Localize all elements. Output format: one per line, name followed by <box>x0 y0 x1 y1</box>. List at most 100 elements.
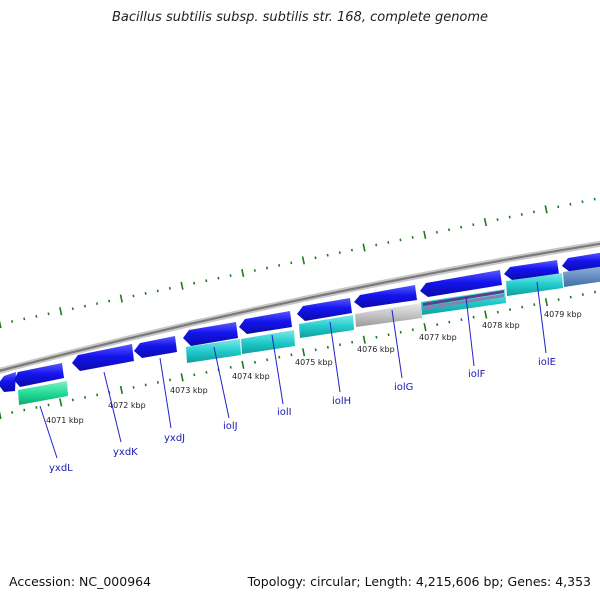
gene-arrow-next[interactable] <box>562 252 600 272</box>
gene-arrow-iolI[interactable] <box>239 311 292 334</box>
major-tick <box>544 205 548 214</box>
major-tick <box>301 256 305 265</box>
minor-tick <box>71 307 74 311</box>
gene-arrow-iolH[interactable] <box>297 298 352 321</box>
gene-label-iolE[interactable]: iolE <box>538 357 556 368</box>
minor-tick <box>229 365 232 369</box>
major-tick <box>362 243 366 252</box>
minor-tick <box>496 310 499 314</box>
minor-tick <box>447 228 451 232</box>
minor-tick <box>253 269 256 272</box>
gene-label-line <box>536 281 547 354</box>
minor-tick <box>581 200 584 204</box>
major-tick <box>423 230 427 239</box>
gene-arrow-yxdL[interactable] <box>14 363 64 387</box>
cds-stripe <box>423 294 504 310</box>
gene-label-iolH[interactable]: iolH <box>332 396 351 407</box>
gene-label-yxdK[interactable]: yxdK <box>113 447 138 458</box>
minor-tick <box>593 290 597 294</box>
genome-summary: Topology: circular; Length: 4,215,606 bp… <box>247 574 591 589</box>
cds-block-yxdL[interactable] <box>18 381 68 405</box>
minor-tick <box>375 243 378 247</box>
minor-tick <box>314 348 317 352</box>
minor-tick <box>83 396 87 399</box>
gene-label-line <box>271 334 284 405</box>
outer-tick-ring <box>0 197 596 329</box>
gene-track[interactable] <box>0 252 600 392</box>
minor-tick <box>11 320 14 323</box>
minor-tick <box>508 308 512 312</box>
minor-tick <box>47 403 50 407</box>
gene-arrow-iolE[interactable] <box>504 260 559 280</box>
minor-tick <box>496 218 499 221</box>
scale-label: 4073 kbp <box>170 386 208 395</box>
gene-arrow-iolJ[interactable] <box>183 322 238 346</box>
gene-arrow-iolG[interactable] <box>354 285 417 308</box>
minor-tick <box>96 393 99 397</box>
minor-tick <box>132 386 135 389</box>
minor-tick <box>351 340 354 344</box>
minor-tick <box>168 286 171 290</box>
gene-label-iolI[interactable]: iolI <box>277 407 292 418</box>
gene-label-line <box>159 357 172 429</box>
gene-label-line <box>391 309 403 379</box>
major-tick <box>0 320 2 329</box>
minor-tick <box>205 279 208 283</box>
cds-block-iolJ[interactable] <box>186 339 241 363</box>
minor-tick <box>96 302 99 306</box>
major-tick <box>241 360 245 369</box>
minor-tick <box>411 328 414 332</box>
minor-tick <box>265 266 269 270</box>
gene-label-iolJ[interactable]: iolJ <box>223 421 238 432</box>
minor-tick <box>436 323 439 327</box>
cds-block-iolE[interactable] <box>506 273 563 296</box>
minor-tick <box>108 299 111 303</box>
cds-track[interactable] <box>18 266 600 405</box>
cds-block-iolH[interactable] <box>299 315 354 338</box>
gene-label-line <box>465 296 475 367</box>
minor-tick <box>387 333 390 337</box>
cds-block-iolG[interactable] <box>355 303 422 327</box>
minor-tick <box>193 373 196 377</box>
scale-label: 4075 kbp <box>295 358 333 367</box>
major-tick <box>423 323 427 332</box>
minor-tick <box>156 289 159 293</box>
minor-tick <box>278 355 281 359</box>
minor-tick <box>326 253 329 257</box>
gene-arrow-iolF[interactable] <box>420 270 502 297</box>
cds-block-iolI[interactable] <box>241 330 295 354</box>
gene-arrow[interactable] <box>0 372 16 392</box>
gene-label-line <box>103 371 122 443</box>
minor-tick <box>229 274 232 277</box>
major-tick <box>483 218 488 227</box>
gene-label-iolG[interactable]: iolG <box>394 382 413 393</box>
major-tick <box>241 268 245 278</box>
scale-label: 4072 kbp <box>108 401 146 410</box>
minor-tick <box>557 205 560 209</box>
minor-tick <box>593 197 596 201</box>
minor-tick <box>521 305 524 309</box>
major-tick <box>180 281 184 290</box>
minor-tick <box>205 370 208 374</box>
minor-tick <box>460 318 463 322</box>
minor-tick <box>132 294 135 298</box>
minor-tick <box>144 383 147 387</box>
minor-tick <box>532 210 536 214</box>
scale-label: 4078 kbp <box>482 321 520 330</box>
gene-arrow-yxdK[interactable] <box>72 344 134 371</box>
minor-tick <box>278 264 281 267</box>
cds-stripe <box>423 290 504 306</box>
minor-tick <box>350 248 353 252</box>
gene-arrow-yxdJ[interactable] <box>134 336 177 358</box>
major-tick <box>180 373 184 382</box>
minor-tick <box>338 343 342 347</box>
gene-label-iolF[interactable]: iolF <box>468 369 486 380</box>
gene-label-line <box>39 405 58 459</box>
cds-block-next[interactable] <box>563 266 600 287</box>
scale-labels: 4071 kbp 4072 kbp 4073 kbp 4074 kbp 4075… <box>46 310 582 425</box>
gene-label-yxdL[interactable]: yxdL <box>49 463 73 474</box>
gene-label-yxdJ[interactable]: yxdJ <box>164 433 185 444</box>
accession-label: Accession: NC_000964 <box>9 574 152 589</box>
minor-tick <box>217 276 220 280</box>
